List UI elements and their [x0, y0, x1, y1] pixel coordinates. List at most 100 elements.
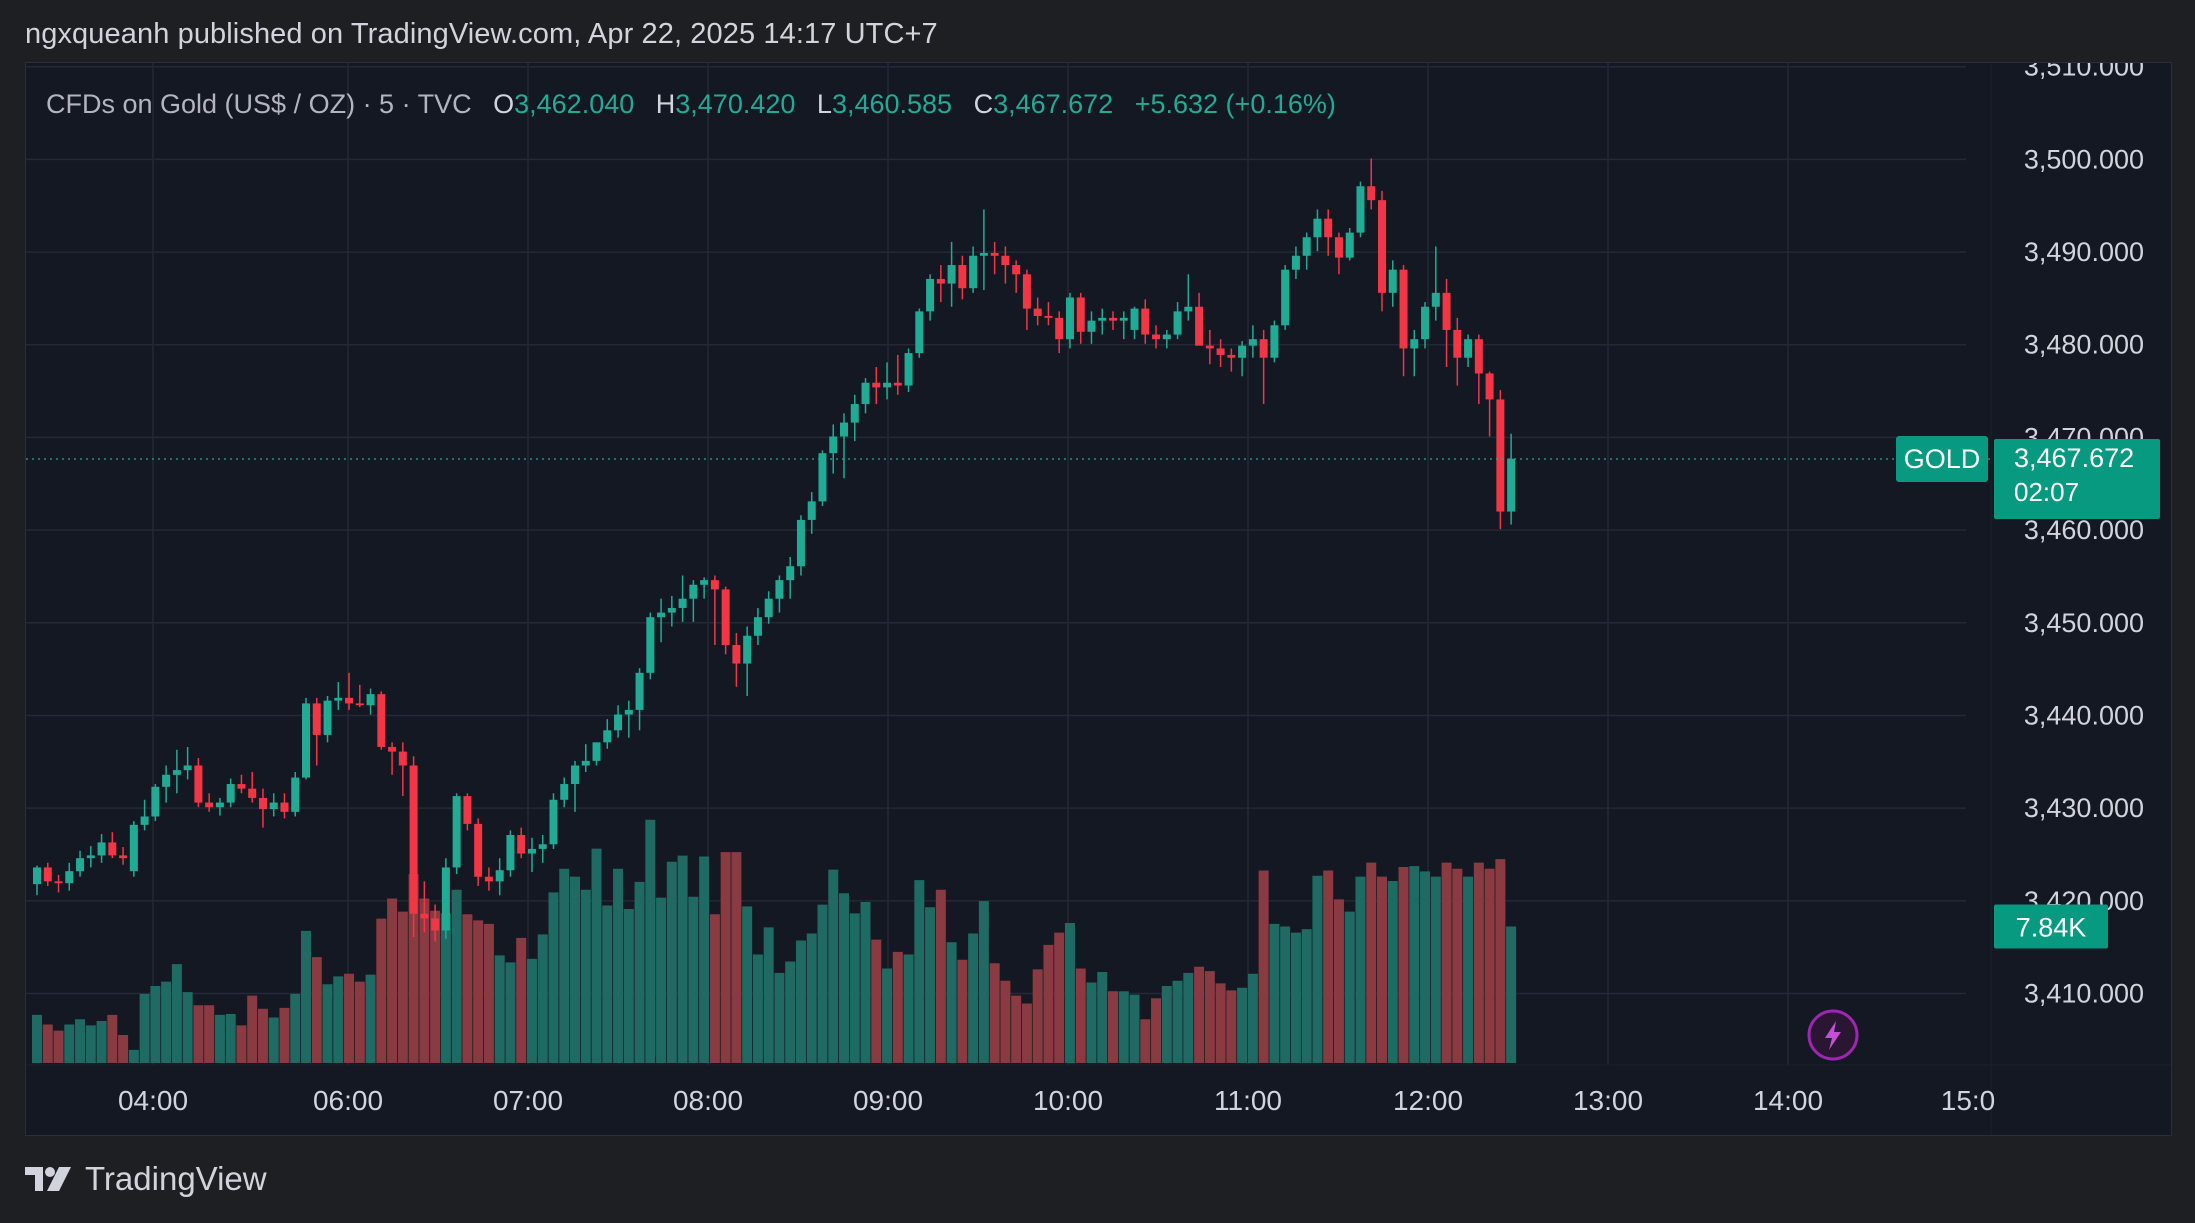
- volume-bar: [849, 913, 860, 1063]
- candle-body: [807, 501, 816, 520]
- volume-bar: [1183, 972, 1194, 1063]
- volume-bar: [1151, 998, 1162, 1063]
- volume-bar: [677, 855, 688, 1063]
- volume-bar: [1333, 899, 1344, 1063]
- candle-body: [689, 584, 698, 599]
- volume-bar: [602, 905, 613, 1063]
- volume-bar: [1280, 926, 1291, 1063]
- candle-body: [248, 788, 257, 798]
- volume-bar: [268, 1017, 279, 1063]
- volume-bar: [1043, 944, 1054, 1063]
- candle-body: [764, 598, 773, 618]
- volume-bar: [1194, 966, 1205, 1063]
- candle-body: [140, 816, 149, 825]
- price-badge: [1994, 438, 2160, 519]
- axis-layer: 3,410.0003,420.0003,430.0003,440.0003,45…: [118, 63, 2144, 1116]
- candlestick-chart[interactable]: 3,410.0003,420.0003,430.0003,440.0003,45…: [26, 63, 2171, 1135]
- volume-bar: [1108, 991, 1118, 1063]
- legend-high-label: H: [655, 89, 676, 119]
- candle-body: [1173, 311, 1182, 335]
- volume-bar: [1064, 923, 1075, 1063]
- legend-close: 3,467.672: [993, 89, 1114, 119]
- x-tick-label: 13:00: [1573, 1085, 1643, 1116]
- candle-body: [657, 612, 666, 618]
- candle-body: [1421, 306, 1430, 340]
- volume-bar: [1323, 870, 1334, 1063]
- candle-body: [377, 694, 386, 747]
- volume-bar: [1366, 862, 1377, 1063]
- candle-body: [635, 672, 644, 710]
- candle-body: [829, 436, 838, 454]
- candle-body: [1033, 308, 1042, 317]
- volume-bar: [1269, 923, 1280, 1063]
- footer-branding[interactable]: TradingView: [25, 1160, 267, 1198]
- published-line: ngxqueanh published on TradingView.com, …: [25, 18, 938, 50]
- candle-body: [119, 855, 128, 859]
- legend-open-label: O: [493, 89, 515, 119]
- y-tick-label: 3,450.000: [2024, 608, 2144, 638]
- candle-body: [1076, 297, 1085, 332]
- candle-body: [1345, 232, 1354, 258]
- x-tick-label: 06:00: [313, 1085, 383, 1116]
- volume-bar: [1140, 1019, 1151, 1063]
- volume-bar: [118, 1035, 129, 1063]
- candle-body: [775, 580, 784, 599]
- candle-body: [65, 871, 74, 884]
- candle-body: [861, 382, 870, 405]
- volume-bar: [107, 1014, 118, 1063]
- x-tick-label: 07:00: [493, 1085, 563, 1116]
- volume-bar: [1506, 926, 1517, 1063]
- candle-body: [431, 918, 440, 931]
- candle-body: [624, 709, 633, 715]
- candle-body: [1410, 339, 1419, 349]
- volume-bar: [1097, 972, 1108, 1063]
- candle-body: [667, 607, 676, 613]
- volume-layer: [32, 819, 1517, 1063]
- tradingview-logo-icon: [25, 1167, 71, 1191]
- volume-bar: [989, 963, 1000, 1063]
- volume-bar: [1398, 867, 1409, 1063]
- volume-bar: [613, 868, 624, 1063]
- candle-body: [1388, 269, 1397, 293]
- candle-body: [1496, 399, 1505, 512]
- x-tick-label: 10:00: [1033, 1085, 1103, 1116]
- volume-bar: [182, 992, 193, 1063]
- volume-bar: [774, 972, 785, 1063]
- volume-bar: [1290, 932, 1301, 1063]
- volume-bar: [333, 976, 344, 1063]
- volume-bar: [871, 939, 882, 1063]
- volume-bar: [968, 933, 979, 1063]
- legend-low-label: L: [816, 89, 832, 119]
- volume-bar: [839, 893, 849, 1063]
- candle-body: [355, 703, 364, 706]
- candle-body: [1474, 339, 1483, 374]
- legend-low: 3,460.585: [831, 89, 953, 119]
- volume-badge: [1994, 904, 2108, 949]
- volume-bar: [85, 1025, 96, 1063]
- volume-bar: [925, 907, 936, 1063]
- volume-bar: [344, 973, 355, 1063]
- volume-bar: [311, 957, 322, 1063]
- candle-body: [990, 252, 999, 256]
- volume-bar: [1463, 876, 1474, 1063]
- candle-body: [1227, 354, 1236, 358]
- candle-body: [43, 867, 52, 882]
- volume-bar: [408, 874, 419, 1063]
- x-tick-label: 15:0: [1941, 1085, 1996, 1116]
- candle-body: [1356, 186, 1365, 233]
- volume-bar: [860, 902, 871, 1063]
- candle-body: [108, 842, 117, 856]
- volume-bar: [537, 934, 548, 1063]
- legend-open: 3,462.040: [514, 89, 635, 119]
- volume-bar: [623, 909, 634, 1063]
- candle-body: [1141, 308, 1150, 335]
- candle-body: [194, 765, 203, 803]
- candle-body: [280, 802, 289, 812]
- candle-body: [1184, 306, 1193, 312]
- lightning-bolt-icon[interactable]: [1807, 1009, 1859, 1061]
- y-tick-label: 3,430.000: [2024, 793, 2144, 823]
- chart-area[interactable]: 3,410.000 3,420.000 3,430.000 3,440.000 3,45…: [25, 62, 2172, 1136]
- candle-body: [1334, 237, 1343, 258]
- volume-bar: [720, 852, 731, 1063]
- volume-bar: [516, 937, 527, 1063]
